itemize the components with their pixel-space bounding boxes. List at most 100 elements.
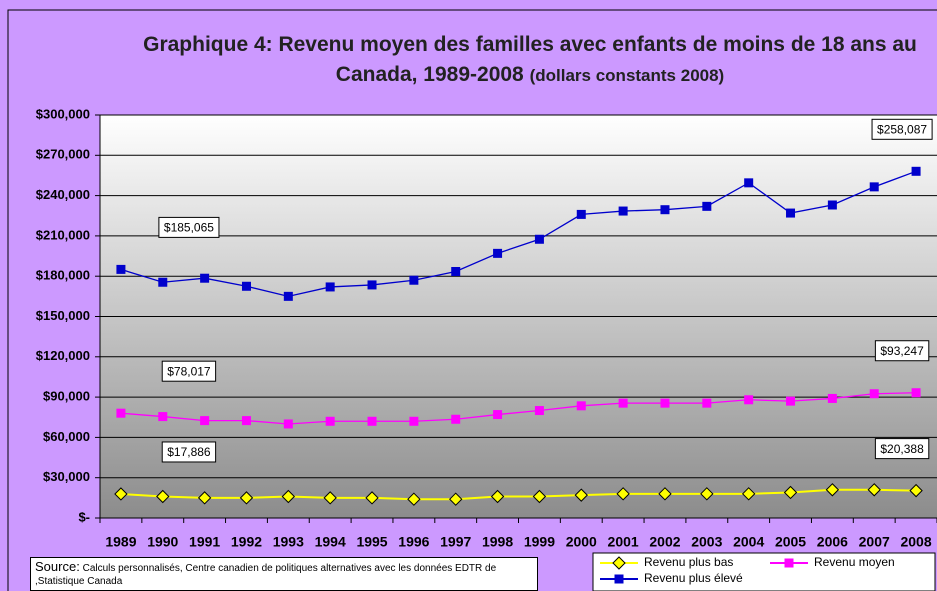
data-point (867, 483, 881, 497)
data-label: $258,087 (877, 122, 927, 136)
data-point (409, 275, 419, 285)
y-tick-label: $300,000 (36, 106, 90, 121)
data-point (618, 206, 628, 216)
legend-label: Revenu plus bas (644, 555, 733, 569)
data-point (911, 166, 921, 176)
data-point (281, 489, 296, 504)
data-point (114, 487, 128, 501)
data-point (574, 488, 588, 502)
legend-marker (612, 556, 626, 570)
data-point (827, 200, 837, 210)
data-label: $93,247 (880, 344, 924, 358)
data-point (325, 282, 335, 292)
data-point (744, 395, 754, 405)
data-point (909, 483, 923, 498)
source-note: Source: Calculs personnalisés, Centre ca… (30, 557, 538, 591)
data-label: $20,388 (880, 442, 924, 456)
data-point (786, 208, 796, 218)
data-label: $17,886 (167, 445, 211, 459)
data-point (200, 273, 210, 283)
x-tick-label: 2007 (859, 534, 890, 550)
data-point (532, 489, 547, 504)
data-point (658, 487, 672, 501)
data-point (197, 491, 212, 505)
data-point (241, 416, 251, 426)
data-point (283, 291, 293, 301)
y-tick-label: $240,000 (36, 187, 90, 202)
data-label-box (158, 216, 220, 238)
data-point (534, 406, 544, 416)
legend-marker (614, 574, 624, 584)
data-point (825, 483, 840, 497)
x-tick-label: 1997 (440, 534, 471, 550)
data-point (367, 416, 377, 426)
data-label-box (161, 360, 217, 382)
title-text: Graphique 4: Revenu moyen des familles a… (143, 33, 917, 86)
data-label: $78,017 (167, 364, 211, 378)
y-tick-label: $120,000 (36, 348, 90, 363)
data-label: $185,065 (164, 221, 214, 235)
data-point (451, 266, 461, 276)
data-point (365, 491, 379, 505)
legend-label: Revenu moyen (814, 555, 895, 569)
data-point (283, 419, 293, 429)
y-tick-label: $60,000 (43, 429, 90, 444)
data-point (451, 414, 461, 424)
data-point (158, 412, 168, 422)
x-tick-label: 1994 (315, 534, 346, 550)
series-line (120, 392, 917, 425)
data-point (660, 205, 670, 215)
y-tick-label: $270,000 (36, 147, 90, 162)
data-point (490, 489, 505, 504)
data-point (869, 182, 879, 192)
y-tick-label: $210,000 (36, 227, 90, 242)
data-point (493, 410, 503, 420)
x-tick-label: 1998 (482, 534, 513, 550)
data-point (449, 492, 463, 506)
data-point (741, 487, 756, 501)
series-line (120, 170, 917, 298)
legend-label: Revenu plus élevé (644, 571, 743, 585)
data-point (869, 389, 879, 399)
x-tick-label: 1993 (273, 534, 304, 550)
data-point (744, 178, 754, 188)
data-point (700, 487, 714, 501)
x-tick-label: 1992 (231, 534, 262, 550)
x-tick-label: 1995 (356, 534, 387, 550)
x-tick-label: 1990 (147, 534, 178, 550)
x-tick-label: 2002 (649, 534, 680, 550)
data-point (323, 491, 337, 505)
data-point (534, 234, 544, 244)
data-point (116, 264, 126, 274)
x-tick-label: 2008 (900, 534, 931, 550)
chart-border (7, 9, 937, 591)
x-tick-label: 2006 (817, 534, 848, 550)
data-point (702, 398, 712, 408)
data-point (493, 248, 503, 258)
data-point (827, 393, 837, 403)
y-tick-label: $90,000 (43, 389, 90, 404)
source-text: Calculs personnalisés, Centre canadien d… (35, 563, 497, 587)
data-point (158, 277, 168, 287)
y-tick-label: $- (78, 509, 90, 524)
chart-title: Graphique 4: Revenu moyen des familles a… (140, 30, 920, 91)
data-point (156, 489, 170, 504)
data-point (576, 209, 586, 219)
x-tick-label: 1999 (524, 534, 555, 550)
data-point (325, 416, 335, 426)
data-point (409, 416, 419, 426)
x-tick-label: 1989 (105, 534, 136, 550)
data-point (200, 416, 210, 426)
data-label-box (874, 438, 930, 460)
data-point (576, 401, 586, 411)
x-tick-label: 2004 (733, 534, 764, 550)
y-tick-label: $180,000 (36, 268, 90, 283)
y-tick-label: $150,000 (36, 308, 90, 323)
legend-marker (784, 558, 794, 568)
data-point (786, 396, 796, 406)
legend-box (592, 552, 936, 591)
data-label-box (874, 340, 930, 362)
x-tick-label: 2000 (566, 534, 597, 550)
